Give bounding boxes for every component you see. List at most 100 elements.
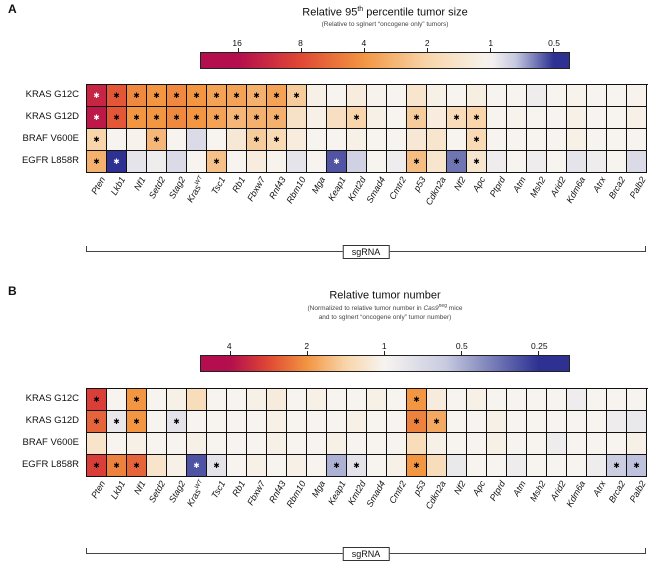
heatmap-cell: ✱ xyxy=(107,455,127,477)
colorbar-tick-mark xyxy=(237,48,239,52)
heatmap-cell xyxy=(147,455,167,477)
heatmap-cell xyxy=(387,433,407,455)
heatmap-cell xyxy=(227,151,247,173)
heatmap-cell: ✱ xyxy=(407,107,427,129)
significance-star: ✱ xyxy=(413,394,420,404)
heatmap-cell xyxy=(267,455,287,477)
heatmap-cell xyxy=(547,455,567,477)
heatmap-cell xyxy=(567,411,587,433)
heatmap-cell xyxy=(547,411,567,433)
heatmap-cell xyxy=(447,389,467,411)
heatmap-cell xyxy=(167,389,187,411)
heatmap-cell xyxy=(607,129,627,151)
heatmap-cell xyxy=(187,151,207,173)
col-label: Nf2 xyxy=(451,479,468,497)
panel-b-letter: B xyxy=(8,284,17,298)
heatmap-cell: ✱ xyxy=(467,129,487,151)
row-label: BRAF V600E xyxy=(22,437,80,448)
panel-a-subtitle: (Relative to sgInert “oncogene only” tum… xyxy=(322,20,449,29)
panel-b-title: Relative tumor number xyxy=(329,289,440,302)
subtitle-text: and to sgInert “oncogene only” tumor num… xyxy=(318,314,452,322)
row-labels-b: KRAS G12C KRAS G12D BRAF V600E EGFR L858R xyxy=(0,388,82,476)
heatmap-cell xyxy=(347,411,367,433)
heatmap-cell xyxy=(507,129,527,151)
title-text: Relative tumor number xyxy=(329,289,441,302)
panel-a-letter: A xyxy=(8,2,17,16)
heatmap-cell: ✱ xyxy=(147,107,167,129)
row-labels-a: KRAS G12C KRAS G12D BRAF V600E EGFR L858R xyxy=(0,84,82,172)
heatmap-cell xyxy=(307,389,327,411)
significance-star: ✱ xyxy=(113,156,120,166)
heatmap-cell xyxy=(367,433,387,455)
significance-star: ✱ xyxy=(333,156,340,166)
significance-star: ✱ xyxy=(273,134,280,144)
col-label: Palb2 xyxy=(627,479,648,504)
heatmap-cell: ✱ xyxy=(127,389,147,411)
significance-star: ✱ xyxy=(173,416,180,426)
colorbar-a xyxy=(200,48,570,69)
heatmap-cell xyxy=(467,411,487,433)
colorbar-tick-label: 0.5 xyxy=(455,341,468,351)
col-label: Stag2 xyxy=(167,479,188,505)
heatmap-cell xyxy=(387,455,407,477)
heatmap-cell xyxy=(527,433,547,455)
heatmap-cell xyxy=(287,151,307,173)
col-label: Setd2 xyxy=(147,175,168,201)
heatmap-cell xyxy=(427,85,447,107)
heatmap-cell xyxy=(627,107,647,129)
heatmap-cell xyxy=(587,107,607,129)
col-label: Palb2 xyxy=(627,175,648,200)
heatmap-cell xyxy=(167,129,187,151)
heatmap-cell xyxy=(547,107,567,129)
heatmap-cell xyxy=(407,85,427,107)
significance-star: ✱ xyxy=(253,112,260,122)
col-label: Rb1 xyxy=(230,479,248,499)
heatmap-cell xyxy=(527,389,547,411)
heatmap-cell xyxy=(587,85,607,107)
heatmap-cell xyxy=(127,433,147,455)
heatmap-cell: ✱ xyxy=(87,411,107,433)
heatmap-cell xyxy=(207,433,227,455)
col-label: Mga xyxy=(310,175,328,196)
heatmap-cell: ✱ xyxy=(207,85,227,107)
significance-star: ✱ xyxy=(93,416,100,426)
heatmap-cell xyxy=(207,389,227,411)
significance-star: ✱ xyxy=(413,156,420,166)
col-label: Atm xyxy=(510,175,528,194)
heatmap-cell: ✱ xyxy=(407,455,427,477)
heatmap-cell xyxy=(387,129,407,151)
heatmap-cell xyxy=(367,411,387,433)
significance-star: ✱ xyxy=(453,156,460,166)
heatmap-cell xyxy=(447,455,467,477)
heatmap-cell xyxy=(227,433,247,455)
col-label: p53 xyxy=(411,479,428,498)
heatmap-cell: ✱ xyxy=(127,85,147,107)
colorbar-tick-label: 8 xyxy=(298,38,303,48)
col-labels-a: Pten Lkb1 Nf1 Setd2 Stag2 KrasWT Tsc1 Rb1 Fbxw7 R… xyxy=(0,175,667,245)
heatmap-cell xyxy=(307,433,327,455)
heatmap-cell xyxy=(207,411,227,433)
heatmap-cell: ✱ xyxy=(167,85,187,107)
heatmap-cell xyxy=(327,129,347,151)
heatmap-cell xyxy=(427,433,447,455)
heatmap-cell: ✱ xyxy=(447,151,467,173)
col-labels-b: Pten Lkb1 Nf1 Setd2 Stag2 KrasWT Tsc1 Rb1 Fbxw7 R… xyxy=(0,479,667,549)
heatmap-cell: ✱ xyxy=(87,389,107,411)
significance-star: ✱ xyxy=(153,134,160,144)
row-label: KRAS G12D xyxy=(25,415,79,426)
heatmap-cell: ✱ xyxy=(167,107,187,129)
significance-star: ✱ xyxy=(193,112,200,122)
col-label: Rb1 xyxy=(230,175,248,195)
heatmap-cell xyxy=(507,411,527,433)
heatmap-cell xyxy=(627,85,647,107)
heatmap-cell: ✱ xyxy=(107,85,127,107)
heatmap-cell xyxy=(527,107,547,129)
heatmap-cell xyxy=(107,129,127,151)
heatmap-cell: ✱ xyxy=(247,85,267,107)
heatmap-cell xyxy=(247,433,267,455)
subtitle-line: (Normalized to relative tumor number in … xyxy=(307,303,462,313)
heatmap-cell: ✱ xyxy=(107,151,127,173)
col-label: Brca2 xyxy=(607,175,628,201)
col-label: Nf1 xyxy=(131,479,148,497)
